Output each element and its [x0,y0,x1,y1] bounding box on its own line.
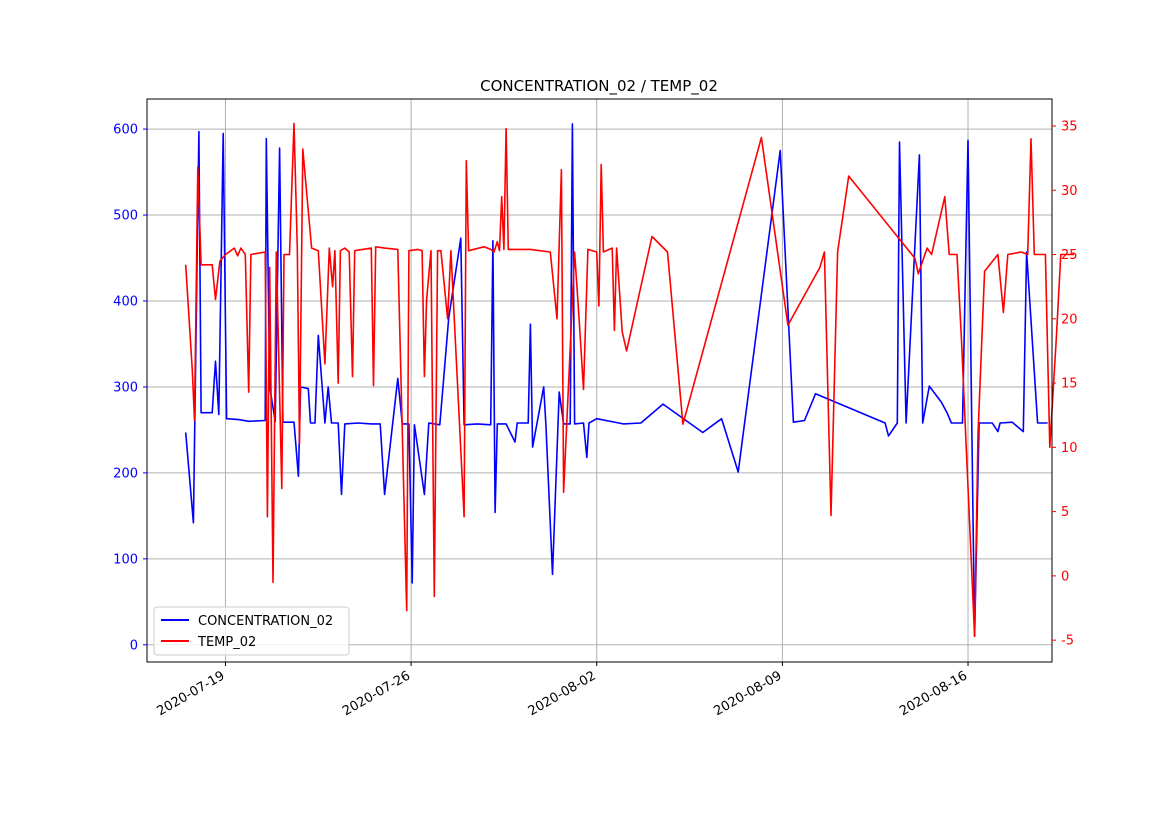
series-lines [184,122,1075,638]
right-tick-label: 0 [1061,569,1069,584]
right-tick-label: 35 [1061,119,1078,134]
left-tick-label: 100 [113,552,138,567]
right-tick-label: 5 [1061,505,1069,520]
series-line-temp-02 [184,122,1075,638]
right-tick-label: 20 [1061,312,1078,327]
left-tick-label: 400 [113,294,138,309]
legend-label-temp: TEMP_02 [197,635,256,650]
right-tick-label: 30 [1061,184,1078,199]
right-tick-label: 25 [1061,248,1078,263]
plot-frame [146,98,1053,663]
legend-box [153,606,350,656]
left-tick-label: 0 [130,638,138,653]
left-tick-label: 300 [113,380,138,395]
right-tick-label: 10 [1061,441,1078,456]
chart-title: CONCENTRATION_02 / TEMP_02 [480,77,718,96]
left-tick-label: 200 [113,466,138,481]
legend-label-concentration: CONCENTRATION_02 [198,614,333,629]
right-tick-label: -5 [1061,634,1074,649]
series-line-concentration-02 [184,123,1048,638]
left-tick-label: 500 [113,209,138,224]
legend: CONCENTRATION_02 TEMP_02 [153,606,350,656]
right-tick-label: 15 [1061,377,1078,392]
left-tick-label: 600 [113,123,138,138]
